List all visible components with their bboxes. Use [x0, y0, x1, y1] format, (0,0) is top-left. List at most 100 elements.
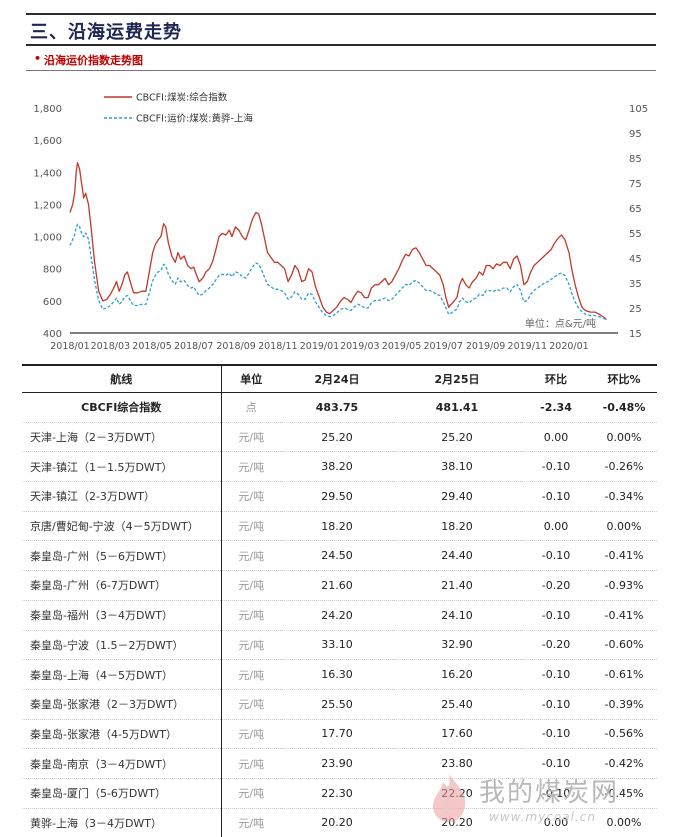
left-axis-tick-label: 600	[43, 297, 62, 308]
cell-value-1: 22.30	[281, 777, 393, 809]
cell-change: -0.10	[521, 688, 591, 720]
cell-change-pct: -0.48%	[602, 400, 646, 414]
left-axis-tick-label: 1,600	[33, 136, 62, 147]
cell-value-2: 20.20	[393, 807, 521, 837]
x-axis-tick-label: 2018/07	[174, 341, 213, 352]
cell-route: 秦皇岛-张家港（4-5万DWT）	[22, 718, 221, 749]
freight-rate-table: 航线 单位 2月24日 2月25日 环比 环比% CBCFI综合指数 点 483…	[22, 366, 657, 837]
header-change: 环比	[521, 366, 591, 393]
right-axis-tick-label: 15	[629, 329, 642, 340]
table-row: 天津-镇江（2-3万DWT） 元/吨 29.50 29.40 -0.10 -0.34%	[22, 481, 657, 512]
cell-value-1: 24.20	[281, 599, 393, 630]
table-row: 秦皇岛-广州（5－6万DWT） 元/吨 24.50 24.40 -0.10 -0.41%	[22, 540, 657, 571]
header-date-1: 2月24日	[281, 366, 393, 393]
cell-change-pct: -0.26%	[591, 451, 657, 482]
x-axis-tick-label: 2020/01	[549, 341, 588, 352]
cell-change: -0.10	[521, 777, 591, 809]
cell-unit: 元/吨	[220, 777, 281, 809]
right-axis-tick-label: 55	[629, 229, 642, 240]
x-axis-tick-label: 2019/03	[340, 341, 379, 352]
cell-unit: 元/吨	[220, 718, 281, 749]
x-axis-tick-label: 2019/01	[300, 341, 339, 352]
flame-logo-icon	[433, 774, 466, 822]
cell-change-pct: -0.61%	[591, 659, 657, 690]
figure-subtitle: • 沿海运价指数走势图	[34, 52, 143, 68]
cell-value-1: 33.10	[281, 629, 393, 660]
subtitle-rule	[26, 70, 656, 71]
cell-change: -0.20	[521, 570, 591, 601]
cell-unit: 元/吨	[220, 421, 281, 452]
cell-change-pct: 0.00%	[591, 421, 657, 452]
left-axis-tick-label: 1,000	[33, 233, 62, 244]
cell-value-2: 24.10	[393, 599, 521, 630]
cell-unit: 元/吨	[220, 748, 281, 779]
x-axis-tick-label: 2019/11	[508, 341, 547, 352]
series-line-1	[69, 161, 607, 321]
cell-change: -0.10	[521, 718, 591, 749]
cell-change: -2.34	[540, 400, 572, 414]
cell-change-pct: -0.41%	[591, 599, 657, 630]
table-row: 秦皇岛-张家港（4-5万DWT） 元/吨 17.70 17.60 -0.10 -0.56%	[22, 718, 657, 749]
cell-value-2: 32.90	[393, 629, 521, 660]
cell-change: 0.00	[521, 807, 591, 837]
cell-change-pct: -0.60%	[591, 629, 657, 660]
watermark-text: 我的煤炭网	[479, 778, 620, 808]
cell-route: 黄骅-上海（3－4万DWT）	[22, 807, 221, 837]
section-title: 三、沿海运费走势	[30, 22, 182, 43]
cell-value-1: 18.20	[281, 510, 393, 541]
cell-value-1: 17.70	[281, 718, 393, 749]
table-row: 黄骅-上海（3－4万DWT） 元/吨 20.20 20.20 0.00 0.00%	[22, 807, 657, 837]
cell-value-1: 16.30	[281, 659, 393, 690]
cell-route: CBCFI综合指数	[81, 401, 162, 415]
table-row: 天津-上海（2－3万DWT） 元/吨 25.20 25.20 0.00 0.00%	[22, 421, 657, 452]
cell-route: 秦皇岛-张家港（2－3万DWT）	[22, 688, 221, 720]
table-row: 京唐/曹妃甸-宁波（4－5万DWT） 元/吨 18.20 18.20 0.00 0.00%	[22, 510, 657, 541]
cell-value-1: 23.90	[281, 748, 393, 779]
cell-unit: 元/吨	[220, 629, 281, 660]
cell-change-pct: -0.34%	[591, 481, 657, 512]
cell-change-pct: -0.56%	[591, 718, 657, 749]
table-row: 天津-镇江（1－1.5万DWT） 元/吨 38.20 38.10 -0.10 -0.26%	[22, 451, 657, 482]
figure-subtitle-text: 沿海运价指数走势图	[44, 54, 143, 67]
cell-route: 秦皇岛-上海（4－5万DWT）	[22, 659, 221, 690]
bullet-icon: •	[34, 52, 42, 65]
right-axis-tick-label: 105	[629, 104, 648, 115]
chart-axes: 400 600 800 1,000 1,200 1,400 1,600 1,800 15 25 35…	[33, 104, 648, 352]
x-axis-tick-label: 2018/03	[91, 341, 130, 352]
x-axis-tick-label: 2018/01	[50, 341, 89, 352]
header-date-2: 2月25日	[393, 366, 521, 393]
cell-change-pct: 0.00%	[591, 807, 657, 837]
table-row: 秦皇岛-南京（3－4万DWT） 元/吨 23.90 23.80 -0.10 -0.42%	[22, 748, 657, 779]
header-route: 航线	[22, 366, 221, 393]
cell-route: 秦皇岛-厦门（5-6万DWT）	[22, 777, 221, 809]
cell-unit: 点	[220, 392, 281, 423]
header-rule-bottom	[26, 44, 656, 46]
cell-change: -0.10	[521, 659, 591, 690]
cell-unit: 元/吨	[220, 659, 281, 690]
table-header-row: 航线 单位 2月24日 2月25日 环比 环比%	[22, 366, 657, 393]
cell-change: -0.10	[521, 748, 591, 779]
cell-value-1: 29.50	[281, 481, 393, 512]
cell-change-pct: 0.00%	[591, 510, 657, 541]
cell-route: 京唐/曹妃甸-宁波（4－5万DWT）	[22, 510, 221, 541]
cell-route: 秦皇岛-广州（5－6万DWT）	[22, 540, 221, 571]
header-unit: 单位	[220, 366, 281, 393]
right-axis-tick-label: 45	[629, 254, 642, 265]
chart-series	[69, 161, 607, 321]
right-axis-tick-label: 35	[629, 279, 642, 290]
chart-legend: CBCFI:煤炭:综合指数 CBCFI:运价:煤炭:黄骅-上海	[104, 92, 253, 125]
cell-change-pct: -0.45%	[591, 777, 657, 809]
cell-unit: 元/吨	[220, 451, 281, 482]
x-axis-tick-label: 2019/07	[423, 341, 462, 352]
cell-value-1: 25.50	[281, 688, 393, 720]
legend-label-1: CBCFI:煤炭:综合指数	[136, 92, 228, 104]
cell-value-1: 25.20	[281, 421, 393, 452]
left-axis-tick-label: 1,200	[33, 200, 62, 211]
cell-change: 0.00	[521, 421, 591, 452]
cell-route: 秦皇岛-福州（3－4万DWT）	[22, 599, 221, 630]
table-row: 秦皇岛-宁波（1.5－2万DWT） 元/吨 33.10 32.90 -0.20 -0.60…	[22, 629, 657, 660]
cell-value-2: 16.20	[393, 659, 521, 690]
cell-change: -0.20	[521, 629, 591, 660]
cell-change: 0.00	[521, 510, 591, 541]
cell-unit: 元/吨	[220, 570, 281, 601]
